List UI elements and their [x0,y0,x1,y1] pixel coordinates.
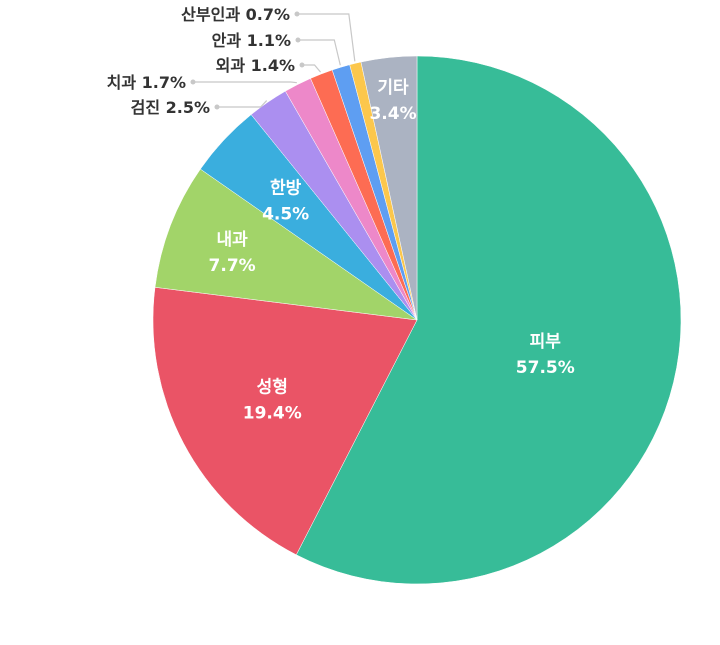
callout-line-안과 [298,39,341,66]
slice-label-치과: 치과 1.7% [107,73,186,92]
slice-value-성형: 19.4% [243,403,302,423]
callout-dot-안과 [295,37,301,43]
pie-slice-피부 [295,55,682,585]
callout-dot-외과 [299,62,305,68]
slice-label-성형: 성형 [257,376,288,397]
slice-value-내과: 7.7% [209,256,256,276]
pie-labels: 피부 57.5% 성형 19.4% 내과 7.7% 한방 4.5% 검진 2.5% 치과 1.7%… [107,5,575,423]
callout-line-산부인과 [297,13,356,62]
slice-label-외과: 외과 1.4% [216,56,295,75]
slice-value-피부: 57.5% [516,358,575,378]
slice-value-한방: 4.5% [262,205,309,225]
slice-label-검진: 검진 2.5% [131,98,210,117]
slice-value-기타: 3.4% [369,104,416,124]
pie-slice-내과 [154,168,418,321]
callout-line-외과 [302,64,322,73]
slice-label-한방: 한방 [270,179,302,199]
callout-line-치과 [193,81,297,84]
callout-dot-치과 [190,79,196,85]
pie-slice-성형 [152,287,418,556]
callout-dot-검진 [214,104,220,110]
slice-label-내과: 내과 [216,230,248,250]
slice-label-산부인과: 산부인과 0.7% [181,5,290,24]
slice-label-기타: 기타 [377,78,409,98]
callout-line-검진 [217,100,268,108]
slice-label-안과: 안과 1.1% [212,31,291,50]
callout-dot-산부인과 [294,11,300,17]
pie-slices [152,55,682,585]
pie-slice-기타 [360,55,418,321]
slice-label-피부: 피부 [530,332,562,352]
